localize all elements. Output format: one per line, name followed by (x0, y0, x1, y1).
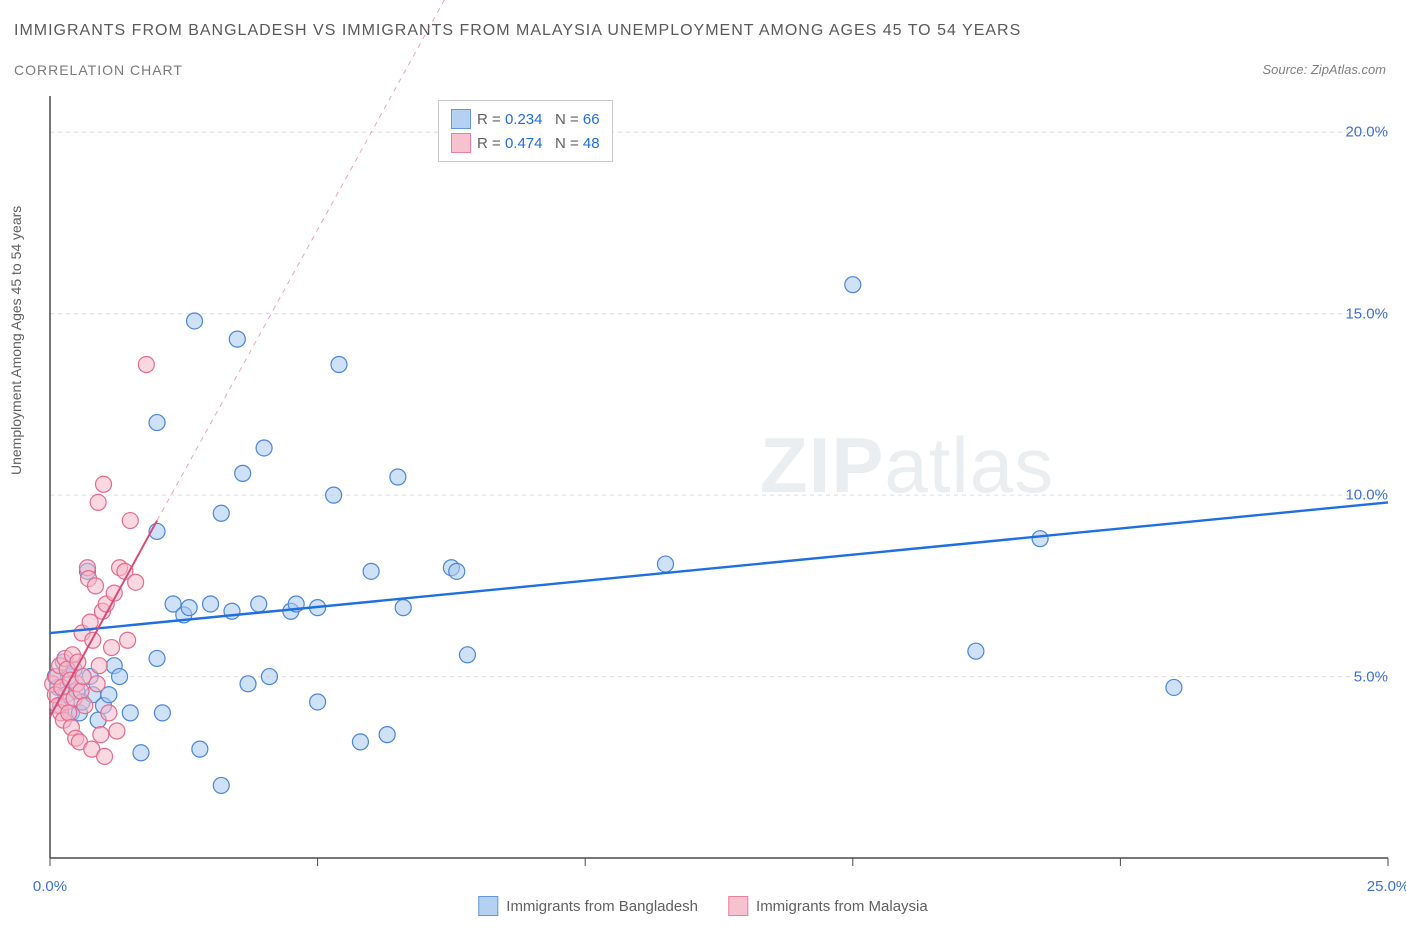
x-tick-label: 25.0% (1367, 878, 1406, 895)
y-tick-label: 20.0% (1345, 124, 1388, 141)
stats-legend: R = 0.234 N = 66 R = 0.474 N = 48 (438, 100, 613, 162)
legend-swatch (478, 896, 498, 916)
legend-label: Immigrants from Malaysia (756, 898, 928, 915)
legend-swatch (728, 896, 748, 916)
legend-swatch (451, 133, 471, 153)
stats-legend-row: R = 0.234 N = 66 (451, 107, 600, 131)
legend-item: Immigrants from Bangladesh (478, 896, 698, 916)
scatter-plot (0, 0, 1406, 930)
legend-label: Immigrants from Bangladesh (506, 898, 698, 915)
x-tick-label: 0.0% (33, 878, 67, 895)
stats-legend-text: R = 0.474 N = 48 (477, 135, 600, 152)
y-tick-label: 10.0% (1345, 487, 1388, 504)
legend-swatch (451, 109, 471, 129)
stats-legend-text: R = 0.234 N = 66 (477, 111, 600, 128)
stats-legend-row: R = 0.474 N = 48 (451, 131, 600, 155)
y-tick-label: 15.0% (1345, 305, 1388, 322)
legend-item: Immigrants from Malaysia (728, 896, 928, 916)
y-tick-label: 5.0% (1354, 668, 1388, 685)
series-legend: Immigrants from Bangladesh Immigrants fro… (478, 896, 927, 916)
